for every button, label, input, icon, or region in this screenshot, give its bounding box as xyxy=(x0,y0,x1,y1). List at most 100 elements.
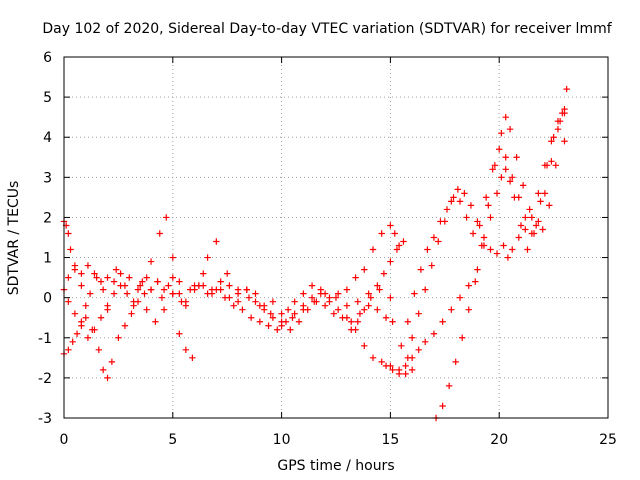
data-point-3-35 xyxy=(376,286,383,293)
x-tick-label-4: 20 xyxy=(490,432,508,448)
data-point-3-33 xyxy=(354,298,361,305)
data-point-0-47 xyxy=(387,222,394,229)
data-point-5-23 xyxy=(537,198,544,205)
data-point-3-21 xyxy=(224,270,231,277)
y-tick-label-7: 4 xyxy=(43,130,52,146)
data-point-0-38 xyxy=(308,282,316,289)
data-point-1-33 xyxy=(291,310,298,317)
data-point-0-22 xyxy=(176,290,183,297)
data-point-6-13 xyxy=(513,154,520,161)
data-point-0-19 xyxy=(158,294,166,301)
data-point-2-24 xyxy=(243,286,250,293)
y-tick-label-6: 3 xyxy=(43,170,52,186)
data-point-2-25 xyxy=(252,298,259,305)
data-point-4-18 xyxy=(515,234,522,241)
data-point-2-14 xyxy=(163,214,170,221)
data-point-2-2 xyxy=(71,266,79,273)
data-point-6-3 xyxy=(452,358,459,366)
data-point-4-9 xyxy=(461,190,468,197)
data-point-2-38 xyxy=(365,302,372,309)
data-point-3-25 xyxy=(267,310,274,317)
data-point-4-2 xyxy=(415,310,422,317)
data-point-6-14 xyxy=(519,182,527,189)
data-point-5-10 xyxy=(456,294,464,301)
x-tick-label-0: 0 xyxy=(60,432,69,448)
x-axis-label: GPS time / hours xyxy=(277,458,394,474)
data-point-0-21 xyxy=(169,274,176,281)
data-point-4-17 xyxy=(509,246,516,253)
data-point-7-10 xyxy=(463,214,470,221)
data-point-2-1 xyxy=(65,274,72,281)
data-point-1-5 xyxy=(82,314,89,321)
series-sat-e xyxy=(404,109,568,362)
data-point-5-7 xyxy=(430,330,438,337)
data-point-2-37 xyxy=(356,310,364,317)
data-point-0-6 xyxy=(82,302,89,309)
data-point-2-34 xyxy=(330,310,338,317)
data-point-1-35 xyxy=(308,294,316,301)
series-sat-g xyxy=(432,85,570,422)
x-tick-labels: 0 5 10 15 20 25 xyxy=(60,432,617,448)
data-point-1-30 xyxy=(265,322,272,329)
data-point-4-10 xyxy=(467,202,475,209)
data-point-0-12 xyxy=(117,270,124,277)
data-point-1-43 xyxy=(378,358,385,366)
data-point-3-12 xyxy=(152,318,159,325)
data-point-2-27 xyxy=(269,314,277,321)
data-point-0-20 xyxy=(165,282,172,289)
data-point-1-47 xyxy=(408,366,416,374)
data-point-1-9 xyxy=(104,374,111,382)
data-point-2-33 xyxy=(321,302,329,309)
x-tick-label-3: 15 xyxy=(381,432,399,448)
series-sat-b xyxy=(60,278,416,382)
data-point-0-41 xyxy=(334,290,342,297)
data-point-0-7 xyxy=(86,290,94,297)
data-point-3-23 xyxy=(245,294,253,301)
data-point-8-6 xyxy=(387,258,394,265)
data-point-3-31 xyxy=(332,294,340,301)
data-point-5-5 xyxy=(415,346,422,354)
data-point-2-39 xyxy=(374,306,381,313)
data-point-1-7 xyxy=(95,346,103,354)
data-point-7-13 xyxy=(482,194,490,201)
data-point-7-17 xyxy=(509,174,516,181)
data-point-3-36 xyxy=(387,294,394,301)
data-point-7-0 xyxy=(398,342,405,349)
data-point-1-42 xyxy=(369,354,377,362)
data-point-7-2 xyxy=(411,290,418,297)
axis-ticks xyxy=(63,56,609,419)
data-point-1-29 xyxy=(256,318,264,325)
data-point-0-13 xyxy=(123,290,131,297)
data-point-7-15 xyxy=(496,146,503,153)
data-point-6-11 xyxy=(502,113,509,121)
data-point-6-7 xyxy=(478,242,485,249)
data-point-3-11 xyxy=(143,306,150,313)
data-point-4-19 xyxy=(522,226,529,233)
series-sat-c xyxy=(60,214,396,333)
data-point-8-5 xyxy=(380,270,388,277)
series-sat-h xyxy=(398,105,568,349)
data-point-4-13 xyxy=(487,246,494,253)
data-point-4-7 xyxy=(448,198,455,205)
data-point-3-7 xyxy=(110,290,118,297)
data-point-1-23 xyxy=(204,290,211,297)
data-point-6-5 xyxy=(465,306,472,313)
data-point-4-21 xyxy=(535,190,542,197)
data-point-0-46 xyxy=(378,230,385,237)
data-point-6-15 xyxy=(526,206,533,213)
data-point-7-6 xyxy=(437,218,444,225)
data-point-0-3 xyxy=(67,246,74,253)
data-point-1-26 xyxy=(230,302,237,309)
data-point-5-2 xyxy=(395,370,403,378)
data-points xyxy=(60,85,570,422)
data-point-3-32 xyxy=(343,302,351,309)
data-point-1-20 xyxy=(178,298,185,305)
data-point-4-16 xyxy=(504,254,512,261)
data-point-7-20 xyxy=(528,230,536,237)
data-point-7-11 xyxy=(469,230,477,237)
data-point-0-8 xyxy=(93,274,100,281)
data-point-3-22 xyxy=(234,286,242,293)
data-point-7-7 xyxy=(443,206,451,213)
data-point-5-20 xyxy=(517,222,525,229)
data-point-5-17 xyxy=(502,166,509,173)
